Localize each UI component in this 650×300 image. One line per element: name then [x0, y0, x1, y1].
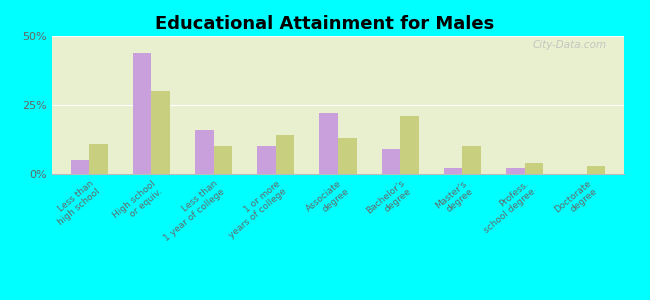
Text: City-Data.com: City-Data.com [533, 40, 607, 50]
Bar [214, 146, 232, 174]
Bar [525, 163, 543, 174]
Bar [462, 146, 481, 174]
Bar [400, 116, 419, 174]
Text: Educational Attainment for Males: Educational Attainment for Males [155, 15, 495, 33]
Bar [506, 169, 525, 174]
Bar [276, 135, 294, 174]
Bar [319, 113, 338, 174]
Bar [71, 160, 89, 174]
Bar [382, 149, 400, 174]
Bar [89, 144, 108, 174]
Bar [444, 169, 462, 174]
Bar [195, 130, 214, 174]
Bar [587, 166, 605, 174]
Bar [151, 91, 170, 174]
Bar [257, 146, 276, 174]
Bar [338, 138, 357, 174]
Bar [133, 52, 151, 174]
